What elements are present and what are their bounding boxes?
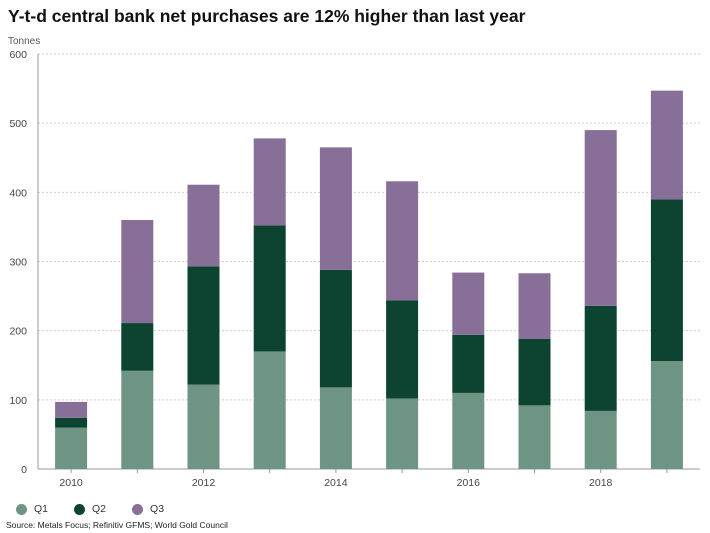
bar-segment-q3 — [253, 138, 286, 226]
bar-segment-q1 — [121, 370, 154, 469]
bar-segment-q1 — [253, 351, 286, 469]
legend-swatch-q2 — [74, 503, 86, 515]
bar-segment-q2 — [386, 300, 419, 399]
x-tick-label: 2012 — [192, 477, 216, 489]
bar-segment-q3 — [386, 181, 419, 301]
bar-segment-q3 — [452, 272, 485, 335]
legend-label-q1: Q1 — [34, 503, 49, 515]
legend-label-q3: Q3 — [150, 503, 165, 515]
bar-segment-q1 — [319, 387, 352, 469]
y-axis-label: Tonnes — [8, 36, 41, 47]
y-tick-label: 500 — [9, 118, 27, 130]
bar-segment-q3 — [650, 90, 683, 200]
y-tick-label: 0 — [21, 464, 27, 476]
bar-segment-q2 — [319, 269, 352, 388]
legend: Q1 Q2 Q3 — [16, 503, 164, 515]
bar-segment-q2 — [452, 334, 485, 393]
bar-segment-q3 — [187, 184, 220, 267]
bar-segment-q2 — [55, 417, 88, 428]
legend-label-q2: Q2 — [92, 503, 107, 515]
bar-segment-q2 — [650, 199, 683, 362]
bar-segment-q3 — [121, 220, 154, 324]
bar-segment-q2 — [121, 323, 154, 371]
x-tick-label: 2018 — [589, 477, 613, 489]
bar-segment-q3 — [584, 130, 617, 306]
y-tick-label: 600 — [9, 49, 27, 61]
bar-segment-q2 — [253, 225, 286, 352]
x-tick-label: 2010 — [59, 477, 83, 489]
y-tick-label: 100 — [9, 395, 27, 407]
legend-item-q1: Q1 — [16, 503, 48, 515]
x-tick-label: 2016 — [457, 477, 481, 489]
bar-segment-q1 — [386, 398, 419, 469]
x-tick-label: 2014 — [324, 477, 348, 489]
legend-item-q2: Q2 — [74, 503, 106, 515]
y-tick-label: 300 — [9, 257, 27, 269]
bar-segment-q1 — [187, 384, 220, 469]
y-tick-label: 400 — [9, 187, 27, 199]
bar-segment-q1 — [452, 392, 485, 469]
bar-segment-q2 — [584, 305, 617, 411]
legend-item-q3: Q3 — [132, 503, 164, 515]
source-note: Source: Metals Focus; Refinitiv GFMS; Wo… — [6, 520, 228, 530]
bar-segment-q2 — [187, 266, 220, 385]
bar-segment-q1 — [650, 361, 683, 469]
bar-segment-q3 — [55, 401, 88, 418]
y-tick-label: 200 — [9, 326, 27, 338]
chart-title: Y-t-d central bank net purchases are 12%… — [8, 6, 526, 26]
bar-segment-q3 — [319, 147, 352, 270]
bar-segment-q1 — [518, 405, 551, 469]
bar-segment-q1 — [584, 410, 617, 469]
stacked-bar-chart: 0 100 200 300 400 500 600 2010 2012 2014 2016 2018 — [9, 49, 700, 489]
bar-segment-q1 — [55, 427, 88, 469]
bar-segment-q3 — [518, 273, 551, 339]
legend-swatch-q1 — [16, 503, 27, 515]
legend-swatch-q3 — [132, 503, 144, 515]
bar-segment-q2 — [518, 338, 551, 406]
